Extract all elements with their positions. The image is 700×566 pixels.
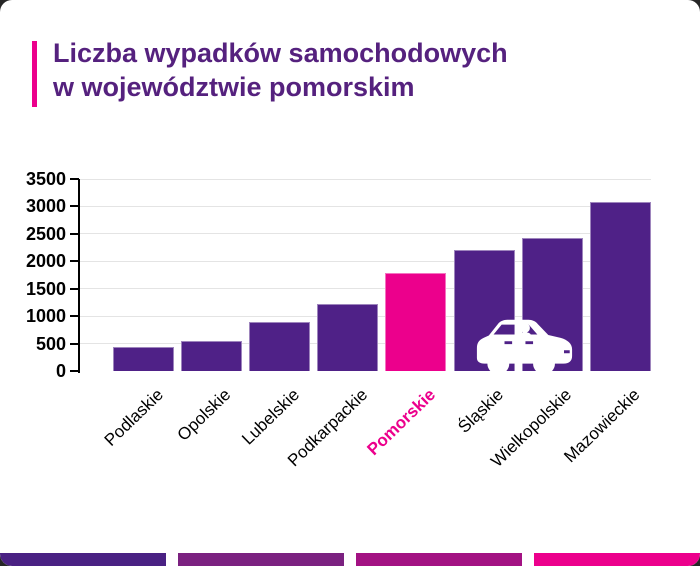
y-tick-label-3000: 3000 [25, 196, 66, 217]
gridline-2500 [80, 233, 651, 235]
y-axis-line [78, 179, 80, 373]
footer-strip-segment-2 [178, 553, 344, 566]
footer-strip-segment-3 [356, 553, 522, 566]
footer-strip-segment-1 [0, 553, 166, 566]
bar-podkarpackie [317, 304, 379, 371]
y-tick-label-2500: 2500 [25, 223, 66, 244]
car-wheel-rear [489, 353, 508, 372]
y-tick-label-2000: 2000 [25, 251, 66, 272]
gridline-1500 [80, 288, 651, 290]
y-tick-1500 [70, 287, 79, 290]
x-label-podlaskie: Podlaskie [100, 385, 167, 450]
y-tick-label-500: 500 [35, 333, 66, 354]
car-driver-head [520, 322, 530, 333]
footer-strip-segment-4 [534, 553, 700, 566]
y-tick-2000 [70, 260, 79, 263]
bar-podlaskie [113, 347, 174, 371]
y-tick-1000 [70, 315, 79, 318]
y-tick-3000 [70, 205, 79, 208]
y-tick-label-0: 0 [55, 361, 66, 381]
y-tick-label-1500: 1500 [25, 278, 66, 299]
bar-opolskie [181, 341, 243, 371]
gridline-3000 [80, 205, 651, 207]
bar-lubelskie [249, 322, 311, 371]
gridline-3500 [80, 178, 651, 180]
car-wheel-front [534, 353, 554, 372]
y-tick-500 [70, 342, 79, 345]
page-title-line2: w województwie pomorskim [53, 72, 415, 102]
bar-mazowieckie [589, 202, 651, 371]
car-icon [476, 319, 573, 374]
bar-pomorskie [385, 273, 447, 371]
y-tick-label-1000: 1000 [25, 306, 66, 327]
y-tick-3500 [70, 178, 79, 180]
page-title-line1: Liczba wypadków samochodowych [53, 38, 508, 68]
x-label-opolskie: Opolskie [174, 385, 235, 445]
x-label-lubelskie: Lubelskie [238, 385, 303, 449]
y-tick-label-3500: 3500 [25, 169, 66, 189]
x-label-pomorskie: Pomorskie [363, 385, 440, 460]
car-driver-body [519, 332, 531, 335]
y-tick-0 [70, 370, 79, 372]
y-tick-2500 [70, 232, 79, 235]
title-accent-bar [32, 41, 37, 107]
x-label-śląskie: Śląskie [454, 385, 508, 437]
page-title: Liczba wypadków samochodowych w wojewódz… [53, 36, 508, 104]
gridline-2000 [80, 260, 651, 262]
